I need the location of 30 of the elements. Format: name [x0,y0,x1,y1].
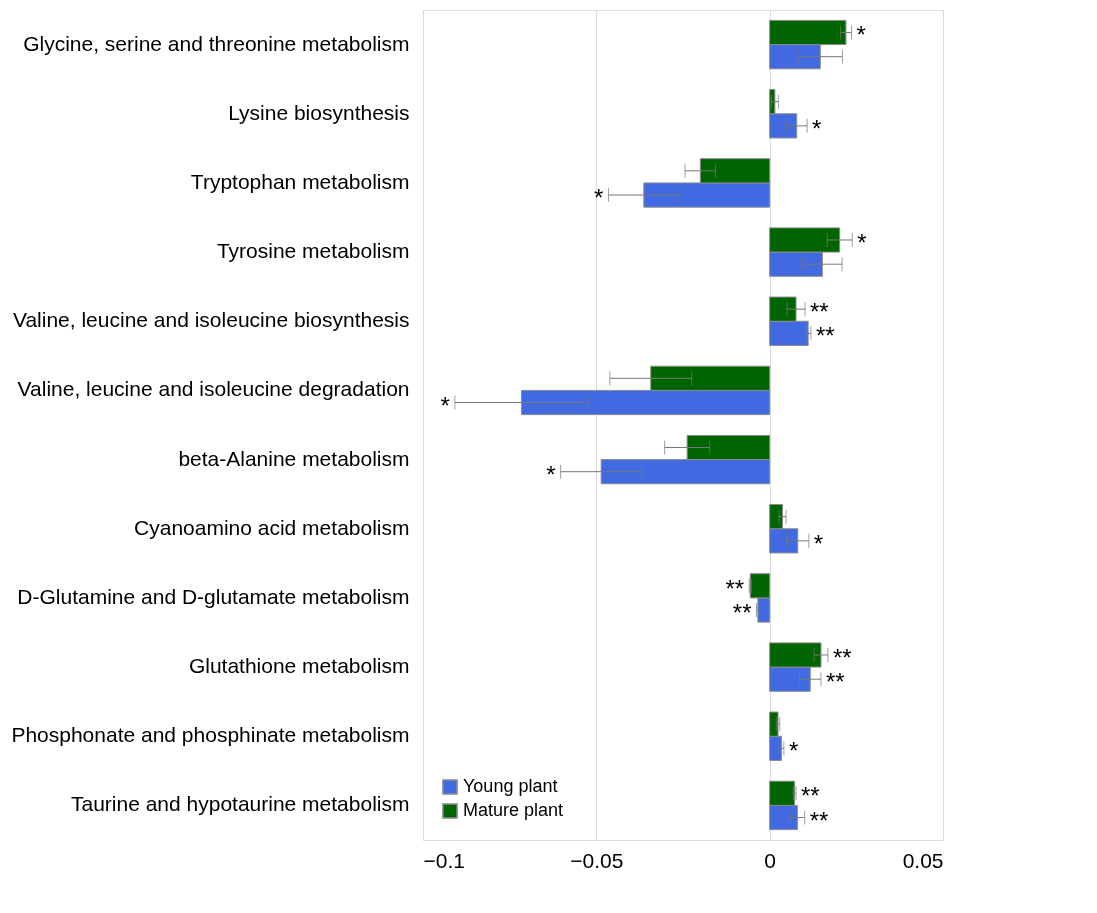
x-tick-label: −0.05 [570,848,624,872]
legend-label: Mature plant [463,800,564,820]
y-tick-label: Cyanoamino acid metabolism [134,515,410,539]
x-tick-label: 0.05 [902,848,944,872]
y-tick-label: D-Glutamine and D-glutamate metabolism [17,584,410,608]
y-tick-label: Phosphonate and phosphinate metabolism [11,723,410,747]
data-label: * [813,529,824,557]
y-tick-label: Glycine, serine and threonine metabolism [23,31,410,55]
data-label: * [857,228,867,256]
y-tick-label: Taurine and hypotaurine metabolism [70,792,410,816]
y-tick-label: Tryptophan metabolism [190,169,410,193]
data-label: * [856,21,866,49]
data-label: * [546,460,556,488]
x-tick-label: 0 [764,848,777,872]
data-label: ** [725,574,745,602]
data-label: ** [832,643,852,671]
y-tick-label: Tyrosine metabolism [216,239,410,263]
data-label: * [440,391,450,419]
legend-label: Young plant [463,776,558,796]
data-label: * [788,737,799,765]
data-label: * [594,184,604,212]
data-label: * [812,114,822,142]
y-tick-label: beta-Alanine metabolism [178,446,410,470]
y-tick-label: Glutathione metabolism [188,654,410,678]
data-label: ** [825,668,845,696]
x-tick-label: −0.1 [423,848,465,872]
y-tick-label: Valine, leucine and isoleucine degradation [17,377,410,401]
data-label: ** [732,599,752,627]
y-tick-label: Lysine biosynthesis [228,100,410,124]
y-tick-label: Valine, leucine and isoleucine biosynthesis [12,308,410,332]
